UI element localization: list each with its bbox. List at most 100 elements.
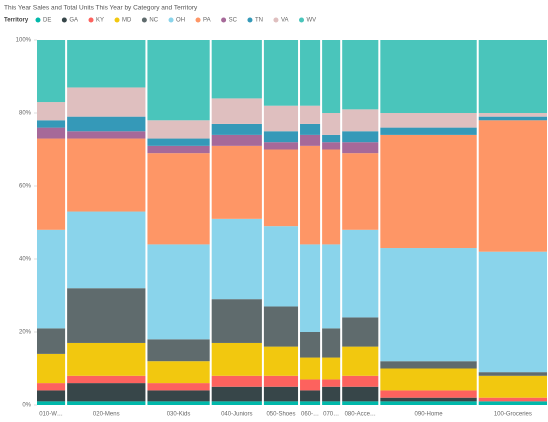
segment	[37, 229, 66, 329]
segment	[322, 149, 341, 245]
segment	[380, 134, 477, 249]
segment	[322, 113, 341, 135]
segment	[342, 375, 379, 387]
segment	[478, 372, 547, 376]
segment	[147, 339, 210, 362]
segment	[263, 386, 299, 402]
segment	[478, 375, 547, 398]
segment	[342, 317, 379, 347]
segment	[211, 342, 262, 376]
segment	[322, 357, 341, 380]
segment	[37, 138, 66, 230]
segment	[67, 288, 146, 343]
legend-swatch	[141, 17, 147, 23]
segment	[67, 87, 146, 117]
segment	[342, 229, 379, 318]
segment	[67, 138, 146, 212]
segment	[211, 123, 262, 135]
segment	[478, 116, 547, 121]
legend-label: SC	[229, 18, 238, 24]
segment	[380, 127, 477, 135]
segment	[380, 113, 477, 128]
segment	[478, 397, 547, 402]
segment	[380, 401, 477, 405]
segment	[37, 353, 66, 384]
legend-swatch	[61, 17, 67, 23]
segment	[300, 244, 321, 332]
legend-label: KY	[96, 18, 104, 24]
segment	[478, 251, 547, 373]
segment	[342, 109, 379, 132]
segment	[263, 226, 299, 307]
legend-label: MD	[122, 18, 132, 24]
x-tick-label: 100-Groceries	[494, 412, 532, 418]
segment	[478, 120, 547, 252]
y-tick-label: 20%	[19, 330, 32, 336]
segment	[67, 131, 146, 139]
segment	[478, 40, 547, 113]
x-tick-label: 040-Juniors	[221, 412, 252, 418]
legend-label: NC	[149, 18, 158, 24]
segment	[380, 368, 477, 391]
legend-label: PA	[203, 18, 211, 24]
legend-swatch	[88, 17, 94, 23]
segment	[342, 401, 379, 405]
segment	[211, 40, 262, 99]
chart-title: This Year Sales and Total Units This Yea…	[4, 5, 198, 12]
segment	[300, 123, 321, 135]
legend-swatch	[299, 17, 305, 23]
x-tick-label: 060-…	[301, 412, 319, 418]
y-tick-label: 40%	[19, 257, 32, 263]
x-tick-label: 080-Acce…	[345, 412, 376, 418]
segment	[263, 306, 299, 347]
segment	[67, 342, 146, 376]
segment	[322, 40, 341, 113]
segment	[211, 134, 262, 146]
segment	[342, 153, 379, 230]
segment	[322, 142, 341, 150]
legend-swatch	[247, 17, 253, 23]
segment	[211, 401, 262, 405]
legend-label: VA	[281, 18, 289, 24]
legend-swatch	[195, 17, 201, 23]
segment	[67, 40, 146, 88]
x-tick-label: 070…	[323, 412, 339, 418]
segment	[147, 383, 210, 391]
segment	[322, 244, 341, 329]
segment	[211, 218, 262, 300]
segment	[147, 401, 210, 405]
segment	[263, 346, 299, 376]
legend-label: DE	[43, 18, 51, 24]
legend-label: TN	[255, 18, 263, 24]
segment	[147, 361, 210, 384]
y-tick-label: 0%	[22, 403, 31, 409]
segment	[37, 401, 66, 405]
segment	[263, 149, 299, 227]
segment	[300, 105, 321, 124]
segment	[37, 328, 66, 354]
segment	[322, 379, 341, 387]
segment	[342, 346, 379, 376]
segment	[342, 386, 379, 402]
y-tick-label: 80%	[19, 111, 32, 117]
segment	[300, 401, 321, 405]
x-tick-label: 090-Home	[415, 412, 444, 418]
y-tick-label: 100%	[16, 38, 32, 44]
segment	[263, 40, 299, 106]
segment	[300, 390, 321, 402]
segment	[342, 142, 379, 154]
legend-swatch	[273, 17, 279, 23]
segment	[342, 131, 379, 143]
legend-label: GA	[69, 18, 78, 24]
segment	[147, 244, 210, 340]
segment	[478, 113, 547, 117]
legend-swatch	[35, 17, 41, 23]
segment	[263, 142, 299, 150]
segment	[380, 397, 477, 402]
segment	[67, 401, 146, 405]
segment	[37, 120, 66, 128]
legend-swatch	[221, 17, 227, 23]
segment	[147, 153, 210, 245]
segment	[211, 98, 262, 124]
